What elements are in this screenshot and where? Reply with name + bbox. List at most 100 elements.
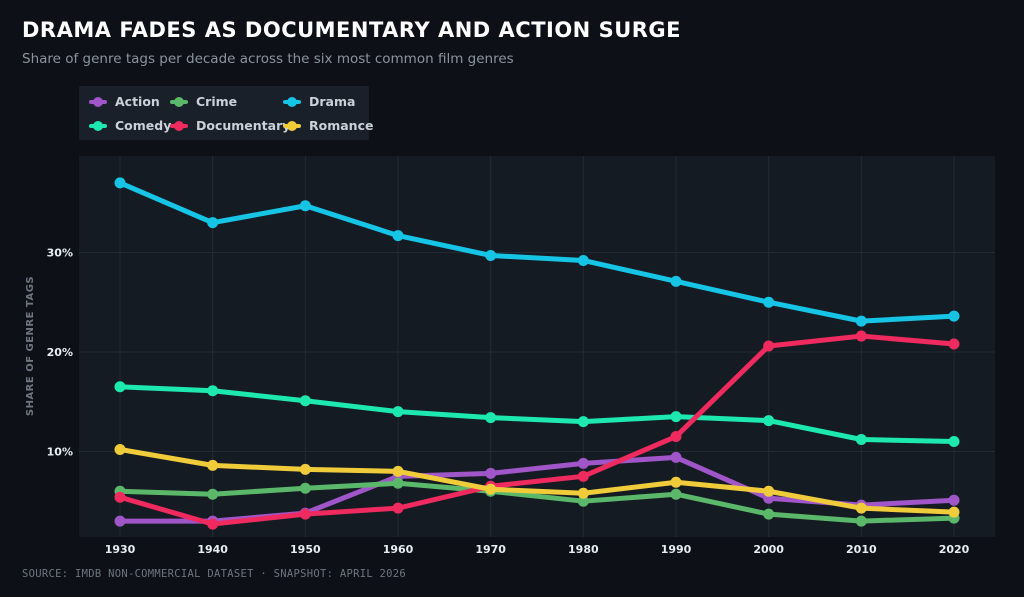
data-point-romance[interactable] [763, 485, 775, 497]
legend-item-romance[interactable]: Romance [283, 118, 373, 133]
data-point-comedy[interactable] [763, 415, 775, 427]
data-point-drama[interactable] [485, 249, 497, 261]
data-point-drama[interactable] [855, 315, 867, 327]
data-point-action[interactable] [485, 467, 497, 479]
x-tick-label: 1950 [290, 543, 321, 556]
series-line-drama [117, 180, 957, 324]
x-tick-label: 1930 [105, 543, 136, 556]
data-point-action[interactable] [670, 451, 682, 463]
x-tick-label: 1940 [197, 543, 228, 556]
data-point-comedy[interactable] [207, 385, 219, 397]
data-point-action[interactable] [948, 494, 960, 506]
data-point-documentary[interactable] [763, 340, 775, 352]
series-comedy [114, 381, 960, 448]
data-point-documentary[interactable] [299, 508, 311, 520]
legend-label: Documentary [196, 118, 291, 133]
y-axis-label: SHARE OF GENRE TAGS [25, 276, 36, 416]
legend-label: Romance [309, 118, 374, 133]
data-point-crime[interactable] [392, 477, 404, 489]
series-line-romance [117, 446, 957, 515]
series-documentary [114, 330, 960, 530]
legend-item-documentary[interactable]: Documentary [170, 118, 290, 133]
data-point-comedy[interactable] [485, 412, 497, 424]
data-point-comedy[interactable] [948, 436, 960, 448]
source-note: SOURCE: IMDB NON-COMMERCIAL DATASET · SN… [22, 568, 407, 580]
data-point-drama[interactable] [207, 217, 219, 229]
legend-label: Action [115, 94, 160, 109]
legend-swatch-icon [170, 120, 188, 131]
data-point-drama[interactable] [670, 275, 682, 287]
x-tick-label: 1970 [475, 543, 506, 556]
legend-swatch-icon [89, 96, 107, 107]
data-point-action[interactable] [577, 457, 589, 469]
data-point-drama[interactable] [763, 296, 775, 308]
data-point-crime[interactable] [577, 495, 589, 507]
data-point-documentary[interactable] [948, 338, 960, 350]
series-line-crime [117, 480, 957, 524]
legend-item-comedy[interactable]: Comedy [89, 118, 171, 133]
legend-item-drama[interactable]: Drama [283, 94, 355, 109]
legend-label: Comedy [115, 118, 172, 133]
data-point-romance[interactable] [577, 487, 589, 499]
data-point-documentary[interactable] [670, 431, 682, 443]
data-point-drama[interactable] [114, 177, 126, 189]
data-point-documentary[interactable] [207, 518, 219, 530]
legend: Action Crime Drama Comedy Documentary Ro… [79, 86, 373, 140]
data-point-crime[interactable] [299, 482, 311, 494]
data-point-drama[interactable] [392, 230, 404, 242]
x-tick-label: 1960 [383, 543, 414, 556]
series-romance [114, 443, 960, 518]
legend-label: Drama [309, 94, 356, 109]
data-point-romance[interactable] [299, 463, 311, 475]
data-point-crime[interactable] [207, 488, 219, 500]
data-point-drama[interactable] [577, 254, 589, 266]
x-axis: 1930 1940 1950 1960 1970 1980 1990 2000 2010 2020 [105, 543, 970, 556]
data-point-comedy[interactable] [392, 406, 404, 418]
chart-subtitle: Share of genre tags per decade across th… [22, 51, 514, 67]
data-point-comedy[interactable] [299, 395, 311, 407]
y-tick-label: 30% [47, 246, 73, 259]
legend-item-action[interactable]: Action [89, 94, 160, 109]
x-tick-label: 2020 [939, 543, 970, 556]
data-point-comedy[interactable] [855, 434, 867, 446]
data-point-romance[interactable] [670, 476, 682, 488]
data-point-documentary[interactable] [855, 330, 867, 342]
y-tick-label: 20% [47, 346, 73, 359]
data-point-comedy[interactable] [114, 381, 126, 393]
data-point-crime[interactable] [855, 515, 867, 527]
x-tick-label: 1980 [568, 543, 599, 556]
data-point-crime[interactable] [763, 508, 775, 520]
series-line-documentary [117, 333, 957, 527]
legend-item-crime[interactable]: Crime [170, 94, 237, 109]
y-tick-label: 10% [47, 445, 73, 458]
x-tick-label: 2000 [753, 543, 784, 556]
data-point-comedy[interactable] [670, 411, 682, 423]
legend-label: Crime [196, 94, 238, 109]
data-point-comedy[interactable] [577, 416, 589, 428]
data-point-action[interactable] [114, 515, 126, 527]
data-point-romance[interactable] [855, 502, 867, 514]
legend-swatch-icon [283, 96, 301, 107]
y-axis: 10% 20% 30% [47, 246, 73, 458]
series-group [114, 177, 960, 530]
data-point-documentary[interactable] [577, 470, 589, 482]
data-point-romance[interactable] [948, 506, 960, 518]
data-point-documentary[interactable] [114, 491, 126, 503]
legend-swatch-icon [283, 120, 301, 131]
data-point-romance[interactable] [392, 465, 404, 477]
x-tick-label: 2010 [846, 543, 877, 556]
data-point-crime[interactable] [670, 488, 682, 500]
legend-swatch-icon [89, 120, 107, 131]
series-drama [114, 177, 960, 327]
x-tick-label: 1990 [661, 543, 692, 556]
series-line-comedy [117, 384, 957, 445]
data-point-drama[interactable] [299, 200, 311, 212]
data-point-romance[interactable] [485, 483, 497, 495]
data-point-documentary[interactable] [392, 502, 404, 514]
legend-swatch-icon [170, 96, 188, 107]
data-point-romance[interactable] [114, 443, 126, 455]
chart-title: DRAMA FADES AS DOCUMENTARY AND ACTION SU… [22, 18, 681, 42]
data-point-romance[interactable] [207, 459, 219, 471]
data-point-drama[interactable] [948, 310, 960, 322]
